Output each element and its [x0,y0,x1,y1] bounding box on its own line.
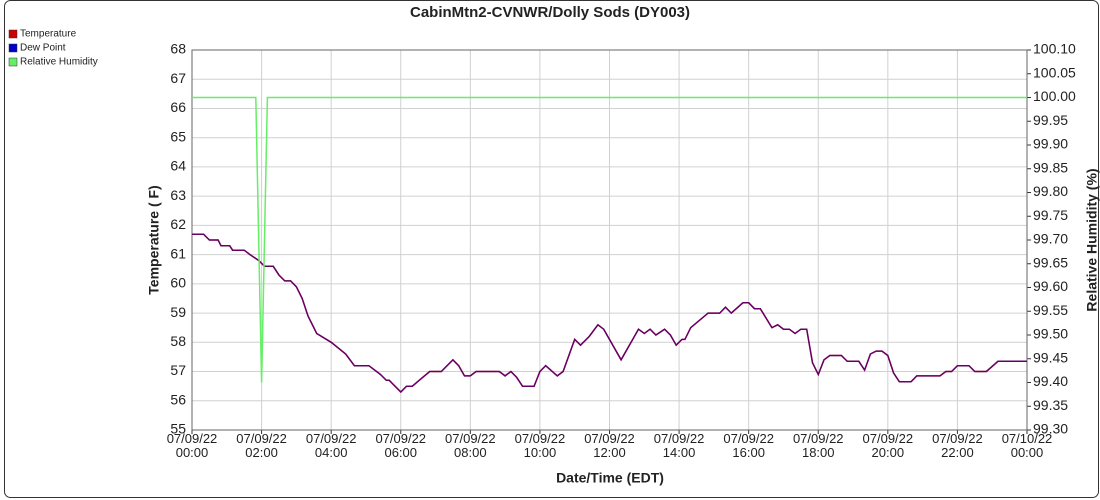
legend-swatch [8,57,18,67]
x-tick-label: 07/09/22 06:00 [375,431,426,460]
y-tick-label: 68 [170,41,186,57]
y-tick-label: 58 [170,333,186,349]
frame [4,0,1099,498]
y2-tick-label: 100.00 [1033,88,1076,104]
series-line [192,233,1027,394]
y-tick-label: 60 [170,275,186,291]
y2-tick-label: 100.10 [1033,41,1076,57]
x-tick-label: 07/09/22 22:00 [932,431,983,460]
y2-tick-label: 99.95 [1033,112,1068,128]
y-tick-label: 67 [170,70,186,86]
legend-text: Dew Point [20,43,66,54]
plot-border [191,49,1028,431]
y2-tick-label: 100.05 [1033,64,1076,80]
series-line [192,96,1027,383]
x-tick-label: 07/09/22 10:00 [515,431,566,460]
x-tick-label: 07/09/22 18:00 [793,431,844,460]
legend-text: Relative Humidity [20,57,98,68]
y2-axis-title: Relative Humidity (%) [1084,168,1100,311]
x-tick-label: 07/09/22 04:00 [306,431,357,460]
y-tick-label: 56 [170,391,186,407]
x-tick-label: 07/09/22 20:00 [863,431,914,460]
y2-tick-label: 99.85 [1033,159,1068,175]
y-axis-title: Temperature ( F) [146,185,162,294]
x-tick-label: 07/09/22 02:00 [236,431,287,460]
y2-tick-label: 99.50 [1033,326,1068,342]
y2-tick-label: 99.45 [1033,349,1068,365]
y2-tick-label: 99.30 [1033,421,1068,437]
x-tick-label: 07/10/22 00:00 [1002,431,1053,460]
x-tick-label: 07/09/22 16:00 [723,431,774,460]
y2-tick-label: 99.35 [1033,397,1068,413]
legend-text: Temperature [20,29,77,40]
x-tick-label: 07/09/22 12:00 [584,431,635,460]
y2-tick-label: 99.90 [1033,136,1068,152]
y2-tick-label: 99.65 [1033,254,1068,270]
y2-tick-label: 99.80 [1033,183,1068,199]
y2-tick-label: 99.60 [1033,278,1068,294]
x-tick-label: 07/09/22 14:00 [654,431,705,460]
y-tick-label: 63 [170,187,186,203]
y2-tick-label: 99.40 [1033,373,1068,389]
y2-tick-label: 99.70 [1033,231,1068,247]
y-tick-label: 55 [170,421,186,437]
y-tick-label: 57 [170,362,186,378]
y-tick-label: 61 [170,245,186,261]
legend-swatch [8,43,18,53]
y-tick-label: 59 [170,304,186,320]
x-tick-label: 07/09/22 08:00 [445,431,496,460]
y-tick-label: 66 [170,99,186,115]
legend-swatch [8,29,18,39]
chart-title: CabinMtn2-CVNWR/Dolly Sods (DY003) [410,4,690,21]
x-tick-label: 07/09/22 00:00 [167,431,218,460]
x-axis-title: Date/Time (EDT) [556,470,664,486]
y2-tick-label: 99.75 [1033,207,1068,223]
y2-tick-label: 99.55 [1033,302,1068,318]
y-tick-label: 62 [170,216,186,232]
y-tick-label: 65 [170,128,186,144]
y-tick-label: 64 [170,158,186,174]
